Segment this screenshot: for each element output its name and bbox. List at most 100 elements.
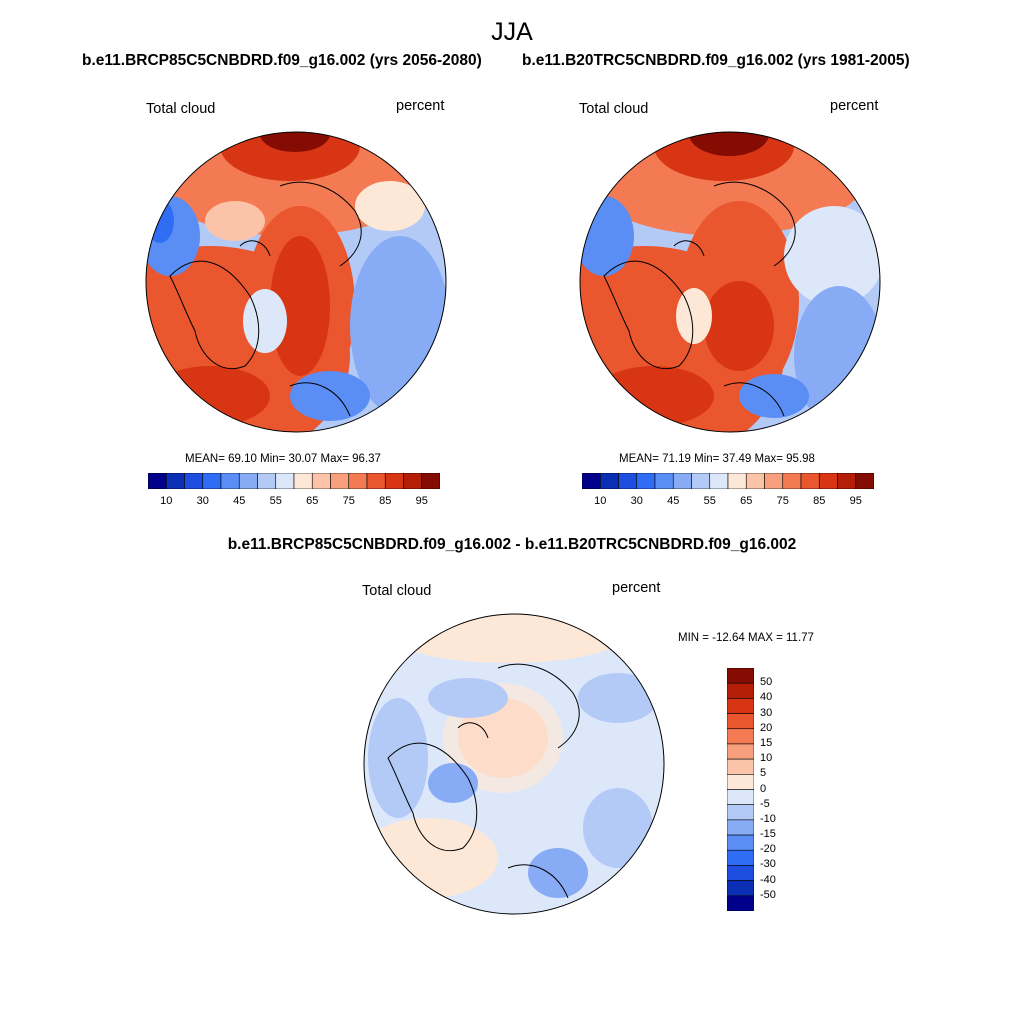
left-polar-map: [145, 131, 447, 433]
left-colorbar-box: [366, 473, 386, 489]
diff-colorbar-tick-label: -30: [760, 858, 776, 871]
left-colorbar-tick-label: 95: [415, 495, 428, 507]
difference-colorbar-labels: 50 40 30 20 15 10 5 0 -5 -10 -15 -20 -30 -40 -50: [760, 668, 800, 911]
right-colorbar-tick-label: 75: [776, 495, 789, 507]
right-colorbar-tick-label: 55: [703, 495, 716, 507]
left-colorbar-box: [220, 473, 240, 489]
right-colorbar-box: [855, 473, 874, 489]
right-colorbar-tick-label: 95: [849, 495, 862, 507]
right-colorbar-tick-label: 85: [813, 495, 826, 507]
figure-title: JJA: [491, 18, 533, 46]
right-colorbar-tick-label: 45: [667, 495, 680, 507]
diff-colorbar-tick-label: -5: [760, 797, 770, 810]
diff-colorbar-tick-label: -40: [760, 873, 776, 886]
left-colorbar-tick-label: 55: [269, 495, 282, 507]
diff-colorbar-box: [727, 880, 754, 897]
left-colorbar-tick-label: 30: [196, 495, 209, 507]
left-colorbar-tick-label: 10: [160, 495, 173, 507]
right-units-label: percent: [830, 98, 879, 114]
diff-units-label: percent: [612, 580, 661, 596]
left-panel-title: b.e11.BRCP85C5CNBDRD.f09_g16.002 (yrs 20…: [82, 52, 482, 69]
left-colorbar-box: [165, 473, 185, 489]
diff-stats: MIN = -12.64 MAX = 11.77: [678, 632, 814, 644]
diff-colorbar-box: [727, 758, 754, 775]
left-colorbar-box: [348, 473, 368, 489]
diff-colorbar-tick-label: 10: [760, 752, 773, 765]
diff-colorbar-box: [727, 834, 754, 851]
diff-colorbar-tick-label: -50: [760, 888, 776, 901]
diff-colorbar-tick-label: 20: [760, 721, 773, 734]
right-colorbar-box: [654, 473, 674, 489]
diff-colorbar-box: [727, 804, 754, 821]
difference-colorbar: [727, 668, 754, 911]
right-colorbar-labels: 10 30 45 55 65 75 85 95: [582, 495, 874, 509]
diff-colorbar-box: [727, 819, 754, 836]
left-units-label: percent: [396, 98, 445, 114]
left-colorbar-box: [293, 473, 313, 489]
left-colorbar-tick-label: 75: [342, 495, 355, 507]
diff-colorbar-tick-label: 5: [760, 767, 767, 780]
diff-variable-label: Total cloud: [362, 583, 432, 599]
left-colorbar-box: [311, 473, 331, 489]
diff-colorbar-box: [727, 682, 754, 699]
right-colorbar-box: [709, 473, 729, 489]
right-panel-title: b.e11.B20TRC5CNBDRD.f09_g16.002 (yrs 198…: [522, 52, 910, 69]
diff-colorbar-tick-label: 50: [760, 676, 773, 689]
left-colorbar-box: [238, 473, 258, 489]
diff-colorbar-box: [727, 713, 754, 730]
right-colorbar-box: [582, 473, 601, 489]
left-colorbar-box: [257, 473, 277, 489]
left-colorbar-box: [384, 473, 404, 489]
right-colorbar-box: [672, 473, 692, 489]
right-colorbar-box: [837, 473, 857, 489]
left-colorbar-tick-label: 65: [306, 495, 319, 507]
right-colorbar-box: [691, 473, 711, 489]
left-colorbar-box: [202, 473, 222, 489]
diff-colorbar-box: [727, 789, 754, 805]
right-colorbar-box: [618, 473, 638, 489]
right-stats: MEAN= 71.19 Min= 37.49 Max= 95.98: [619, 453, 815, 465]
diff-colorbar-tick-label: -15: [760, 828, 776, 841]
right-colorbar: [582, 473, 874, 489]
diff-colorbar-box: [727, 865, 754, 881]
left-stats: MEAN= 69.10 Min= 30.07 Max= 96.37: [185, 453, 381, 465]
left-colorbar-box: [184, 473, 204, 489]
left-colorbar-box: [148, 473, 167, 489]
left-variable-label: Total cloud: [146, 101, 216, 117]
left-colorbar-box: [275, 473, 295, 489]
diff-colorbar-tick-label: 0: [760, 782, 767, 795]
right-colorbar-tick-label: 30: [630, 495, 643, 507]
diff-colorbar-tick-label: 30: [760, 706, 773, 719]
right-colorbar-box: [800, 473, 820, 489]
diff-colorbar-box: [727, 728, 754, 745]
right-colorbar-box: [599, 473, 619, 489]
right-variable-label: Total cloud: [579, 101, 649, 117]
diff-colorbar-box: [727, 743, 754, 760]
left-colorbar-tick-label: 85: [379, 495, 392, 507]
diff-colorbar-box: [727, 849, 754, 866]
diff-colorbar-tick-label: -10: [760, 812, 776, 825]
right-colorbar-box: [727, 473, 747, 489]
diff-colorbar-tick-label: -20: [760, 843, 776, 856]
left-colorbar-box: [403, 473, 423, 489]
left-colorbar-tick-label: 45: [233, 495, 246, 507]
diff-colorbar-tick-label: 15: [760, 736, 773, 749]
diff-colorbar-box: [727, 774, 754, 790]
left-colorbar: [148, 473, 440, 489]
right-polar-map: [579, 131, 881, 433]
diff-colorbar-box: [727, 668, 754, 684]
right-colorbar-box: [764, 473, 784, 489]
left-colorbar-box: [330, 473, 350, 489]
diff-colorbar-tick-label: 40: [760, 691, 773, 704]
right-colorbar-box: [818, 473, 838, 489]
right-colorbar-box: [636, 473, 656, 489]
diff-colorbar-box: [727, 895, 754, 911]
left-colorbar-labels: 10 30 45 55 65 75 85 95: [148, 495, 440, 509]
difference-polar-map: [363, 613, 665, 915]
left-colorbar-box: [421, 473, 440, 489]
difference-panel-title: b.e11.BRCP85C5CNBDRD.f09_g16.002 - b.e11…: [227, 536, 797, 553]
right-colorbar-tick-label: 65: [740, 495, 753, 507]
right-colorbar-box: [745, 473, 765, 489]
right-colorbar-tick-label: 10: [594, 495, 607, 507]
right-colorbar-box: [782, 473, 802, 489]
